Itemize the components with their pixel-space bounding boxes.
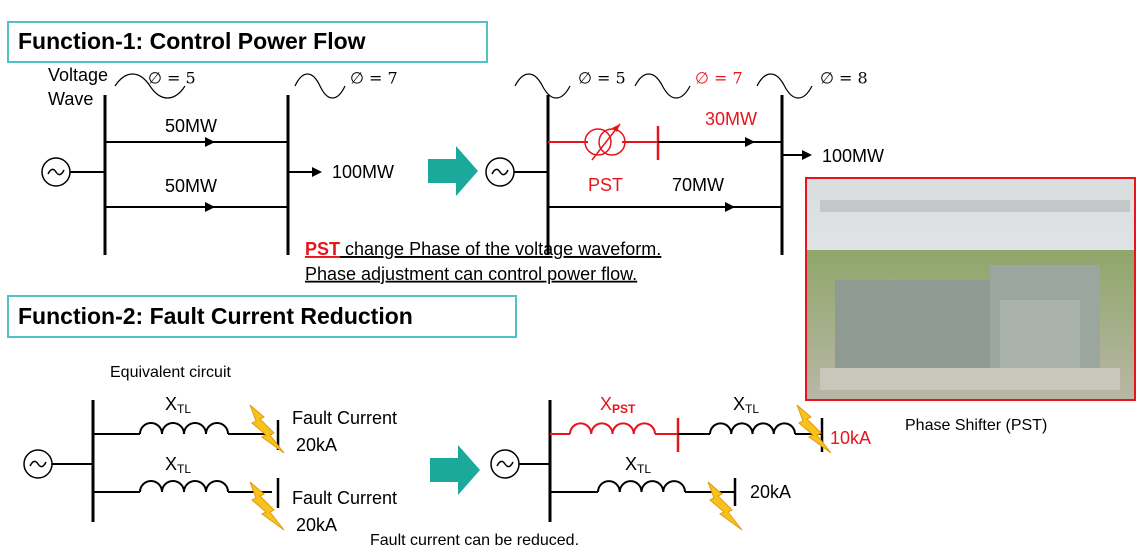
note: PST change Phase of the voltage waveform… bbox=[305, 239, 661, 259]
reactance-symbol: X bbox=[165, 454, 177, 474]
fault-bolt bbox=[796, 404, 832, 454]
reactance-label: XPST bbox=[600, 394, 636, 416]
fault-current: 20kA bbox=[296, 515, 337, 535]
reactance-subscript: TL bbox=[745, 402, 759, 416]
voltage-wave bbox=[114, 73, 186, 99]
inductor bbox=[709, 422, 796, 435]
reactance-subscript: TL bbox=[177, 402, 191, 416]
photo-frame bbox=[805, 177, 1136, 401]
output-label: 100MW bbox=[332, 162, 394, 182]
pst-arrowhead bbox=[612, 124, 620, 132]
voltage-wave bbox=[634, 73, 691, 99]
reactance-symbol: X bbox=[733, 394, 745, 414]
voltage-label: Wave bbox=[48, 89, 93, 109]
reactance-label: XTL bbox=[165, 394, 191, 416]
photo bbox=[805, 177, 1136, 401]
flow-label: 70MW bbox=[672, 175, 724, 195]
reactance-label: XTL bbox=[625, 454, 651, 476]
big-arrow bbox=[428, 146, 478, 196]
fault-current: 20kA bbox=[296, 435, 337, 455]
arrowhead bbox=[802, 150, 812, 160]
title-box bbox=[7, 21, 488, 63]
fault-current: 20kA bbox=[750, 482, 791, 502]
inductor bbox=[569, 422, 656, 435]
flow-label: 30MW bbox=[705, 109, 757, 129]
photo-structure bbox=[820, 200, 1130, 212]
reactance-subscript: TL bbox=[177, 462, 191, 476]
section-title: Function-2: Fault Current Reduction bbox=[18, 303, 413, 329]
arrowhead bbox=[205, 202, 215, 212]
reactance-symbol: X bbox=[600, 394, 612, 414]
pst-coil bbox=[584, 128, 612, 156]
subtitle: Equivalent circuit bbox=[110, 364, 232, 381]
fault-current: 10kA bbox=[830, 428, 871, 448]
phase-label: ∅ = 8 bbox=[820, 69, 868, 88]
fault-bolt bbox=[707, 481, 743, 531]
source-symbol bbox=[496, 460, 514, 468]
flow-label: 50MW bbox=[165, 116, 217, 136]
source-symbol bbox=[491, 168, 509, 176]
section-title: Function-1: Control Power Flow bbox=[18, 28, 366, 54]
voltage-label: Voltage bbox=[48, 65, 108, 85]
shapes bbox=[23, 73, 832, 531]
flow-label: 50MW bbox=[165, 176, 217, 196]
arrowhead bbox=[205, 137, 215, 147]
source-symbol bbox=[29, 460, 47, 468]
output-label: 100MW bbox=[822, 146, 884, 166]
reactance-symbol: X bbox=[625, 454, 637, 474]
reactance-label: XTL bbox=[733, 394, 759, 416]
phase-label: ∅ = 7 bbox=[695, 69, 743, 88]
phase-label: ∅ = 5 bbox=[148, 69, 196, 88]
fault-label: Fault Current bbox=[292, 488, 397, 508]
title-box bbox=[7, 295, 517, 338]
fault-bolt bbox=[249, 481, 285, 531]
pst-coil bbox=[598, 128, 626, 156]
fault-bolt bbox=[249, 404, 285, 454]
phase-label: ∅ = 5 bbox=[578, 69, 626, 88]
voltage-wave bbox=[756, 73, 813, 99]
note-text: change Phase of the voltage waveform. bbox=[340, 239, 661, 259]
note: Fault current can be reduced. bbox=[370, 532, 579, 549]
big-arrow bbox=[430, 445, 480, 495]
note-keyword: PST bbox=[305, 239, 340, 259]
arrowhead bbox=[745, 137, 755, 147]
inductor bbox=[139, 422, 229, 435]
photo-base bbox=[820, 368, 1120, 390]
arrowhead bbox=[725, 202, 735, 212]
photo-transformer bbox=[835, 280, 995, 375]
reactance-subscript: PST bbox=[612, 402, 636, 416]
voltage-wave bbox=[514, 73, 571, 99]
device-label: PST bbox=[588, 175, 623, 195]
reactance-subscript: TL bbox=[637, 462, 651, 476]
reactance-symbol: X bbox=[165, 394, 177, 414]
voltage-wave bbox=[294, 73, 346, 99]
source-symbol bbox=[47, 168, 65, 176]
inductor bbox=[597, 480, 686, 493]
reactance-label: XTL bbox=[165, 454, 191, 476]
inductor bbox=[139, 480, 229, 493]
photo-caption: Phase Shifter (PST) bbox=[905, 417, 1047, 434]
note-text: Phase adjustment can control power flow. bbox=[305, 264, 637, 284]
fault-label: Fault Current bbox=[292, 408, 397, 428]
photo-tank bbox=[1000, 300, 1080, 370]
arrowhead bbox=[312, 167, 322, 177]
phase-label: ∅ = 7 bbox=[350, 69, 398, 88]
